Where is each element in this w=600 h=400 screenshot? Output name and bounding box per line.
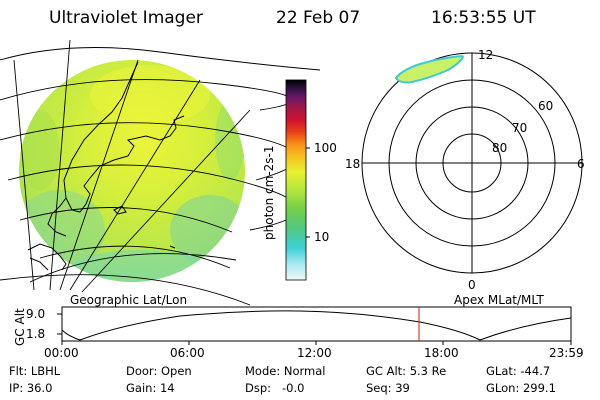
earth-image [19,60,245,282]
altitude-ytick-low: 1.8 [26,327,46,341]
auroral-oval-patch [394,54,465,84]
mlt-6-label: 6 [577,157,585,171]
footer-gc-alt: GC Alt: 5.3 Re [366,364,447,378]
app-title: Ultraviolet Imager [49,8,203,28]
mlt-12-label: 12 [478,48,494,62]
header-date: 22 Feb 07 [276,8,361,28]
footer-glon: GLon: 299.1 [486,381,556,395]
header-time: 16:53:55 UT [431,8,536,28]
altitude-xtick: 23:59 [549,346,584,360]
colorbar-tick-10: 10 [314,230,330,244]
footer-glat: GLat: -44.7 [486,364,551,378]
altitude-ylabel: GC Alt [13,308,27,346]
mlat-70-label: 70 [512,121,528,135]
altitude-xtick: 06:00 [170,346,205,360]
colorbar-unit-label: photon cm-2s-1 [262,145,276,241]
altitude-xtick: 12:00 [297,346,332,360]
footer-ip: IP: 36.0 [9,381,53,395]
footer-seq: Seq: 39 [366,381,410,395]
colorbar-tick-100: 100 [314,141,337,155]
altitude-plot [57,306,572,345]
altitude-xtick: 18:00 [424,346,459,360]
footer-mode: Mode: Normal [245,364,326,378]
mlt-0-label: 0 [468,278,476,292]
apex-label: Apex MLat/MLT [454,293,544,307]
geographic-label: Geographic Lat/Lon [70,293,188,307]
lat-lon-grid [0,39,321,306]
footer-flt: Flt: LBHL [9,364,61,378]
footer-gain: Gain: 14 [126,381,175,395]
mlt-18-label: 18 [345,157,361,171]
mlat-80-label: 80 [492,141,508,155]
altitude-curve [61,310,572,341]
footer-dsp: Dsp: -0.0 [245,381,305,395]
altitude-ytick-high: 9.0 [26,307,46,321]
mlat-60-label: 60 [538,99,554,113]
polar-plot [361,52,583,274]
footer-door: Door: Open [126,364,192,378]
altitude-xtick: 00:00 [44,346,79,360]
colorbar [285,79,310,281]
